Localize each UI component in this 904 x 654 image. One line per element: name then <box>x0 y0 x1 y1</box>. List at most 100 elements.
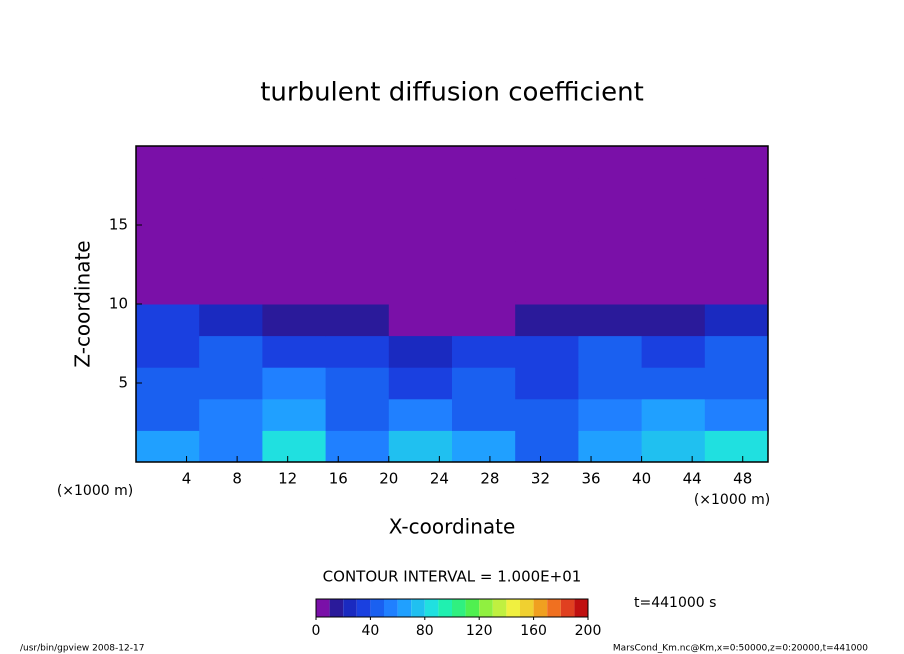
field-cell <box>452 272 516 305</box>
field-cell <box>199 367 263 400</box>
colorbar-swatch <box>520 599 534 617</box>
field-cell <box>515 209 579 242</box>
field-cell <box>325 430 390 463</box>
field-cell <box>452 209 516 242</box>
field-cell <box>136 398 200 431</box>
field-cell <box>704 146 769 179</box>
y-axis-label: Z-coordinate <box>71 240 95 367</box>
field-cell <box>325 146 390 179</box>
field-cell <box>136 240 200 273</box>
field-cell <box>199 398 263 431</box>
field-cell <box>136 430 200 463</box>
field-cell <box>641 209 706 242</box>
field-cell <box>515 430 579 463</box>
field-cell <box>578 304 643 337</box>
field-cell <box>704 430 769 463</box>
field-cell <box>641 430 706 463</box>
field-cell <box>388 209 453 242</box>
field-cell <box>578 398 643 431</box>
field-cell <box>388 240 453 273</box>
colorbar-swatch <box>316 599 330 617</box>
y-unit-label: (×1000 m) <box>57 483 133 499</box>
colorbar-swatch <box>384 599 398 617</box>
field-cell <box>515 304 579 337</box>
field-cell <box>199 335 263 368</box>
field-cell <box>136 304 200 337</box>
colorbar-swatch <box>533 599 548 617</box>
x-tick-label: 4 <box>182 470 192 488</box>
field-cell <box>388 272 453 305</box>
field-cell <box>578 177 643 210</box>
field-cell <box>388 146 453 179</box>
field-cell <box>704 240 769 273</box>
colorbar-tick-label: 80 <box>416 623 434 639</box>
field-cell <box>136 367 200 400</box>
field-cell <box>262 398 327 431</box>
y-tick-label: 5 <box>118 374 128 392</box>
field-cell <box>199 209 263 242</box>
colorbar-swatch <box>574 599 588 617</box>
field-cell <box>325 177 390 210</box>
colorbar-swatch <box>424 599 439 617</box>
colorbar-tick-label: 0 <box>312 623 321 639</box>
field-cell <box>641 177 706 210</box>
field-cell <box>262 335 327 368</box>
x-tick-label: 32 <box>531 470 550 488</box>
field-cell <box>388 367 453 400</box>
colorbar-swatch <box>438 599 452 617</box>
chart-title: turbulent diffusion coefficient <box>260 78 644 108</box>
field-cell <box>704 398 769 431</box>
field-cell <box>641 240 706 273</box>
field-cell <box>578 272 643 305</box>
colorbar-tick-label: 200 <box>575 623 602 639</box>
footer-left: /usr/bin/gpview 2008-12-17 <box>20 644 144 654</box>
field-cell <box>262 240 327 273</box>
colorbar-frame <box>315 598 589 618</box>
x-tick-label: 24 <box>430 470 449 488</box>
colorbar-swatch <box>329 599 344 617</box>
x-tick-label: 20 <box>379 470 398 488</box>
field-cell <box>262 177 327 210</box>
colorbar-tick-label: 40 <box>361 623 379 639</box>
field-cell <box>199 272 263 305</box>
field-cell <box>199 430 263 463</box>
footer-right: MarsCond_Km.nc@Km,x=0:50000,z=0:20000,t=… <box>613 644 868 654</box>
field-cell <box>325 398 390 431</box>
field-cell <box>199 304 263 337</box>
x-axis-label: X-coordinate <box>389 515 516 539</box>
field-cell <box>578 209 643 242</box>
field-cell <box>578 240 643 273</box>
colorbar-swatch <box>479 599 493 617</box>
colorbar-swatch <box>506 599 520 617</box>
field-cell <box>452 335 516 368</box>
colorbar-swatch <box>397 599 412 617</box>
field-cell <box>388 304 453 337</box>
field-cell <box>641 146 706 179</box>
field-cell <box>641 367 706 400</box>
contour-interval: CONTOUR INTERVAL = 1.000E+01 <box>323 568 582 586</box>
x-tick-label: 48 <box>733 470 752 488</box>
field-cell <box>515 272 579 305</box>
colorbar-swatch <box>452 599 466 617</box>
colorbar-swatch <box>343 599 357 617</box>
field-cell <box>641 304 706 337</box>
x-tick-label: 36 <box>581 470 600 488</box>
field-cell <box>325 240 390 273</box>
colorbar-swatch <box>411 599 425 617</box>
field-cell <box>515 398 579 431</box>
field-cell <box>578 430 643 463</box>
field-cell <box>262 430 327 463</box>
x-tick-label: 12 <box>278 470 297 488</box>
field-cell <box>325 304 390 337</box>
field-cell <box>704 304 769 337</box>
field-cell <box>515 177 579 210</box>
field-cell <box>325 367 390 400</box>
field-cell <box>515 367 579 400</box>
field-cell <box>452 146 516 179</box>
field-cell <box>136 272 200 305</box>
field-cell <box>452 367 516 400</box>
field-cell <box>452 240 516 273</box>
field-cell <box>515 335 579 368</box>
field-cell <box>262 304 327 337</box>
field-cell <box>704 209 769 242</box>
